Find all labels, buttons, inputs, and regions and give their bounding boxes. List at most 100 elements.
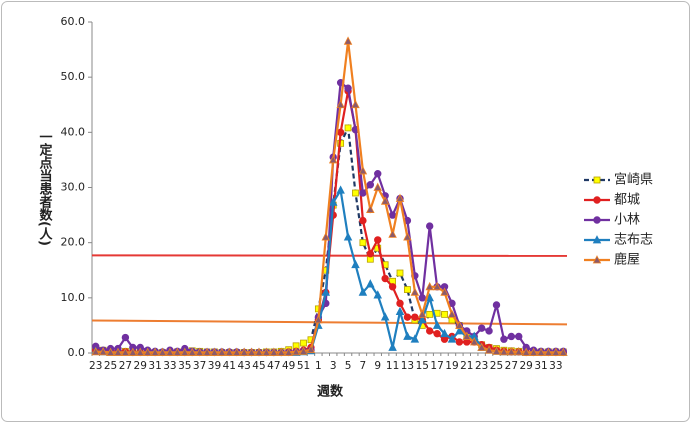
x-tick-label: 35	[178, 360, 191, 372]
data-point	[425, 222, 434, 230]
x-tick-label: 51	[297, 360, 310, 372]
data-point	[544, 347, 553, 356]
x-tick-label: 33	[163, 360, 176, 372]
data-point	[447, 334, 457, 343]
data-point	[366, 279, 375, 288]
data-point	[143, 347, 152, 356]
data-point	[343, 232, 353, 241]
x-tick-label: 41	[223, 360, 236, 372]
data-point	[381, 274, 389, 283]
data-point	[373, 182, 382, 191]
data-point	[507, 332, 516, 341]
x-tick-label: 3	[330, 360, 337, 372]
data-point	[121, 333, 130, 342]
data-point	[514, 347, 524, 356]
data-point	[113, 347, 123, 356]
legend-marker	[592, 235, 602, 244]
data-point	[374, 236, 382, 244]
data-point	[418, 309, 427, 318]
data-point	[217, 347, 227, 356]
data-point	[440, 287, 449, 296]
data-point	[366, 249, 375, 258]
data-point	[455, 338, 464, 346]
data-point	[396, 299, 404, 308]
data-point	[344, 124, 352, 132]
x-tick-label: 1	[315, 360, 322, 372]
data-point	[388, 229, 397, 238]
data-point	[358, 166, 368, 175]
y-tick-label: 40.0	[61, 125, 86, 138]
data-point	[247, 347, 256, 356]
x-tick-label: 5	[345, 360, 352, 372]
data-point	[232, 347, 241, 356]
y-tick-label: 10.0	[61, 291, 86, 304]
x-tick-label: 27	[505, 360, 518, 372]
x-tick-label: 45	[252, 360, 265, 372]
data-point	[352, 189, 359, 197]
data-point	[336, 99, 345, 109]
x-tick-label: 31	[148, 360, 161, 372]
legend-label: 宮崎県	[614, 172, 653, 188]
data-point	[432, 281, 442, 291]
data-point	[529, 347, 538, 356]
data-point	[328, 155, 338, 164]
data-point	[388, 211, 397, 219]
data-point	[366, 204, 375, 213]
x-axis-label: 週数	[317, 384, 344, 400]
data-point	[492, 346, 501, 355]
data-point	[418, 315, 427, 324]
data-point	[374, 170, 382, 178]
data-point	[440, 328, 449, 338]
legend-marker	[592, 255, 602, 264]
legend-marker	[593, 176, 601, 184]
x-tick-label: 39	[208, 360, 221, 372]
data-point	[380, 312, 390, 321]
data-point	[351, 99, 360, 109]
data-point	[195, 347, 204, 356]
data-point	[254, 347, 264, 356]
y-tick-label: 0.0	[68, 346, 86, 359]
x-tick-label: 19	[445, 360, 458, 372]
x-tick-label: 29	[519, 360, 532, 372]
data-point	[441, 310, 448, 318]
data-point	[492, 301, 501, 309]
data-point	[433, 329, 441, 338]
data-point	[359, 216, 367, 225]
data-point	[284, 347, 293, 356]
data-point	[426, 310, 434, 318]
data-point	[300, 339, 307, 347]
data-point	[410, 334, 420, 343]
data-point	[388, 283, 397, 291]
x-tick-label: 27	[119, 360, 132, 372]
data-point	[403, 331, 412, 340]
data-point	[388, 342, 397, 351]
y-tick-label: 60.0	[61, 15, 86, 28]
x-tick-label: 13	[401, 360, 414, 372]
y-axis-label: 一定点当患者数(人)	[37, 130, 54, 246]
data-point	[425, 327, 434, 335]
legend-label: 小林	[614, 213, 640, 228]
data-point	[358, 287, 368, 296]
data-point	[477, 342, 486, 351]
data-point	[380, 196, 390, 205]
data-point	[262, 347, 271, 356]
series-line	[95, 80, 564, 354]
data-point	[91, 347, 100, 356]
data-point	[336, 185, 345, 194]
x-tick-label: 17	[430, 360, 443, 372]
x-tick-label: 21	[460, 360, 473, 372]
data-point	[359, 239, 367, 247]
data-point	[173, 347, 182, 356]
data-point	[447, 309, 457, 318]
x-tick-label: 43	[237, 360, 250, 372]
data-point	[551, 347, 561, 356]
data-point	[165, 347, 175, 356]
data-point	[410, 287, 420, 296]
data-point	[314, 315, 323, 324]
x-tick-label: 25	[104, 360, 117, 372]
data-point	[396, 269, 404, 277]
x-tick-label: 11	[386, 360, 399, 372]
data-point	[269, 347, 279, 356]
x-tick-label: 29	[134, 360, 147, 372]
